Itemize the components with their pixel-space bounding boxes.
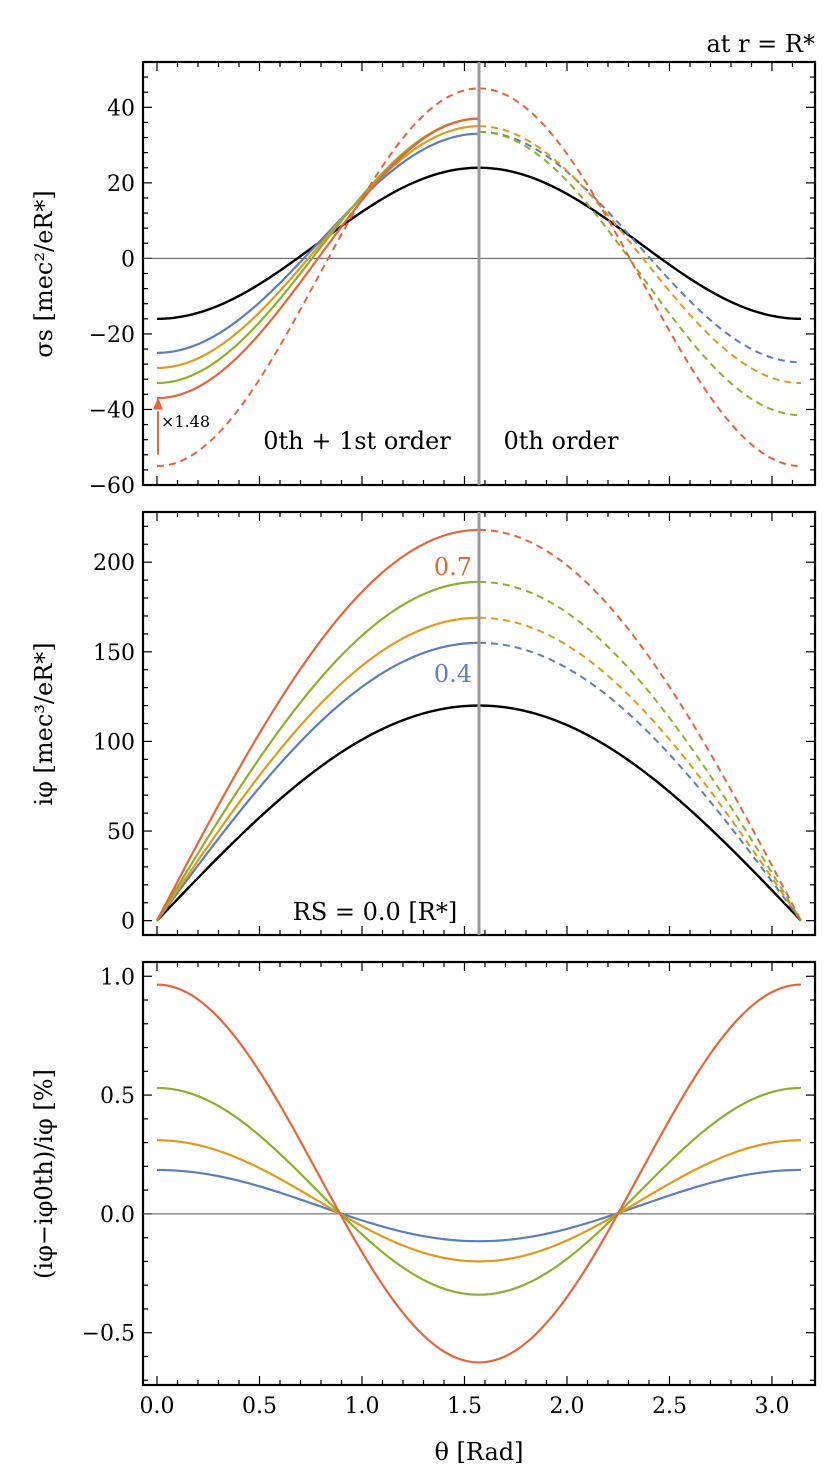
series-line-R_S=0.4	[156, 641, 480, 922]
y-tick-label: 0.5	[100, 1084, 135, 1109]
x-tick-label: 2.0	[549, 1394, 584, 1419]
ylabel-sigma: σs [mec²/eR*]	[30, 190, 58, 357]
series-dashed-R_S=0.4	[478, 130, 802, 364]
y-tick-label: 0	[121, 910, 135, 935]
y-tick-label: 150	[93, 641, 135, 666]
corner-label: at r = R*	[707, 30, 816, 58]
series-dashed-R_S=0.6	[478, 580, 802, 922]
scale-arrow-head	[153, 397, 163, 410]
annotation-rs-label: RS = 0.0 [R*]	[293, 898, 457, 926]
y-tick-label: 20	[107, 172, 135, 197]
x-tick-label: 1.0	[344, 1394, 379, 1419]
x-tick-label: 3.0	[754, 1394, 789, 1419]
panel-ratio: −0.5 0.0 0.5 1.0 0.0 0.5 1.0 1.5 2.0 2.5 3.0	[82, 960, 817, 1419]
ylabel-iphi: iφ [mec³/eR*]	[30, 642, 58, 805]
y-tick-label: −60	[89, 474, 135, 499]
y-tick-label: −20	[89, 323, 135, 348]
panel-iphi-ticks	[143, 512, 815, 935]
panel-ratio-frame	[141, 960, 817, 1387]
panel-ratio-curves	[143, 983, 815, 1364]
panel-iphi: 0 50 100 150 200	[93, 510, 817, 937]
series-line-R_S=0.5	[156, 1139, 802, 1263]
series-line-R_S=0.6	[156, 117, 480, 385]
annotation-0th-order: 0th order	[504, 427, 619, 455]
panel-ratio-tick-labels: −0.5 0.0 0.5 1.0 0.0 0.5 1.0 1.5 2.0 2.5 3.0	[82, 965, 790, 1419]
panel-ratio-ticks	[143, 962, 815, 1385]
series-dashed-R_S=0.7	[478, 528, 802, 922]
series-dashed-R_S=0.6	[478, 130, 802, 417]
series-line-R_S=0.6	[156, 580, 480, 922]
y-tick-label: 50	[107, 820, 135, 845]
y-tick-label: −40	[89, 398, 135, 423]
y-tick-label: 1.0	[100, 965, 135, 990]
series-line-R_S=0.7	[156, 528, 480, 922]
panel-sigma-ticks	[143, 61, 815, 486]
series-line-R_S=0.4	[156, 1168, 802, 1243]
panel-iphi-tick-labels: 0 50 100 150 200	[93, 551, 135, 934]
annotation-0th-1st-order: 0th + 1st order	[263, 427, 451, 455]
y-tick-label: 0	[121, 247, 135, 272]
y-tick-label: 200	[93, 551, 135, 576]
panel-iphi-curves	[156, 512, 802, 935]
y-tick-label: 40	[107, 96, 135, 121]
panel-sigma-tick-labels: −60 −40 −20 0 20 40	[89, 96, 135, 499]
annotation-label-07: 0.7	[434, 553, 472, 581]
x-tick-label: 0.5	[242, 1394, 277, 1419]
y-tick-label: 100	[93, 730, 135, 755]
series-line-R_S=0.5	[156, 125, 480, 370]
y-tick-label: −0.5	[82, 1322, 135, 1347]
series-dashed-R_S=0.5	[478, 616, 802, 922]
annotation-label-04: 0.4	[434, 660, 472, 688]
x-tick-label: 1.5	[447, 1394, 482, 1419]
x-tick-label: 0.0	[140, 1394, 175, 1419]
series-dashed-R_S=0.5	[478, 125, 802, 385]
panel-sigma-curves	[143, 62, 815, 485]
series-dashed-R_S=0.7	[478, 87, 802, 468]
panel-sigma: −60 −40 −20 0 20 40	[89, 60, 817, 499]
series-dashed-R_S=0.4	[478, 641, 802, 922]
xlabel-theta: θ [Rad]	[434, 1438, 523, 1466]
series-line-R_S=0.4	[156, 132, 480, 354]
series-line-R_S=0.7	[156, 117, 480, 400]
annotation-scale-factor: ×1.48	[161, 412, 210, 431]
y-tick-label: 0.0	[100, 1203, 135, 1228]
x-tick-label: 2.5	[652, 1394, 687, 1419]
series-line-R_S=0.6	[156, 1086, 802, 1296]
ylabel-ratio: (iφ−iφ0th)/iφ [%]	[30, 1069, 58, 1279]
series-line-R_S=0.5	[156, 616, 480, 922]
series-line-R_S=0.7	[156, 983, 802, 1364]
series-dashed-scaled	[156, 87, 480, 468]
